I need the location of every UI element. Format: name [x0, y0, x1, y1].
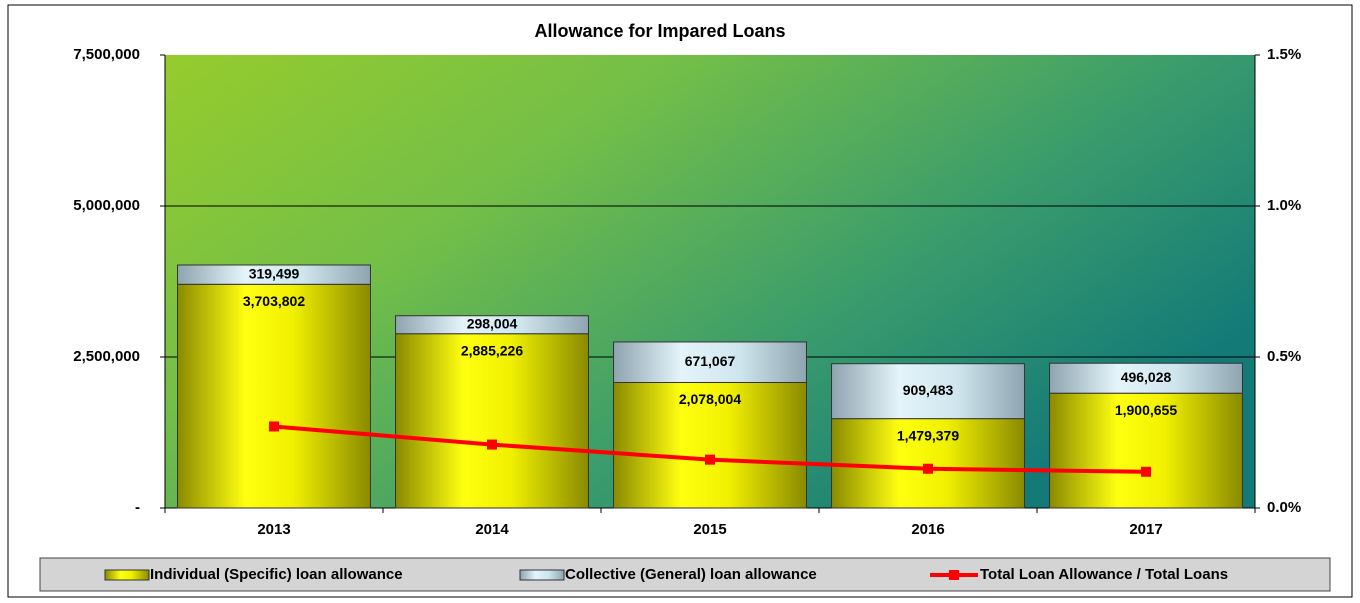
data-label: 671,067	[685, 353, 736, 369]
legend-swatch	[104, 569, 150, 581]
legend-marker	[949, 570, 959, 580]
data-label: 2,078,004	[679, 391, 741, 407]
y-tick-label: -	[135, 499, 140, 516]
line-marker	[487, 439, 497, 450]
bar-segment	[831, 418, 1025, 509]
x-tick-label: 2015	[693, 521, 726, 538]
bar-segment	[177, 283, 371, 509]
x-tick-label: 2016	[911, 521, 944, 538]
data-label: 319,499	[249, 265, 300, 281]
data-label: 1,900,655	[1115, 402, 1177, 418]
line-marker	[269, 421, 279, 432]
x-tick-label: 2017	[1129, 521, 1162, 538]
legend-label: Total Loan Allowance / Total Loans	[980, 566, 1228, 583]
bar-segment	[613, 341, 807, 383]
x-tick-label: 2013	[257, 521, 290, 538]
chart-title: Allowance for Impared Loans	[534, 21, 785, 41]
bar-segment	[177, 264, 371, 285]
y2-tick-label: 0.5%	[1267, 348, 1301, 365]
bar-segment	[831, 363, 1025, 420]
line-marker	[705, 454, 715, 465]
line-marker	[1141, 466, 1151, 477]
y-tick-label: 5,000,000	[73, 197, 140, 214]
bar-segment	[1049, 392, 1243, 509]
data-label: 3,703,802	[243, 293, 305, 309]
legend-label: Collective (General) loan allowance	[565, 566, 817, 583]
data-label: 496,028	[1121, 369, 1172, 385]
x-tick-label: 2014	[475, 521, 509, 538]
y2-tick-label: 1.5%	[1267, 46, 1301, 63]
legend-label: Individual (Specific) loan allowance	[150, 566, 403, 583]
y-tick-label: 7,500,000	[73, 46, 140, 63]
data-label: 1,479,379	[897, 427, 959, 443]
data-label: 298,004	[467, 315, 518, 331]
bar-segment	[1049, 362, 1243, 394]
line-marker	[923, 463, 933, 474]
bar-segment	[613, 381, 807, 509]
bar-segment	[395, 315, 589, 335]
data-label: 2,885,226	[461, 342, 523, 358]
y-tick-label: 2,500,000	[73, 348, 140, 365]
data-label: 909,483	[903, 382, 954, 398]
y2-tick-label: 1.0%	[1267, 197, 1301, 214]
legend-box	[39, 557, 1331, 592]
legend-swatch	[519, 569, 565, 581]
bar-segment	[395, 333, 589, 509]
y2-tick-label: 0.0%	[1267, 499, 1301, 516]
